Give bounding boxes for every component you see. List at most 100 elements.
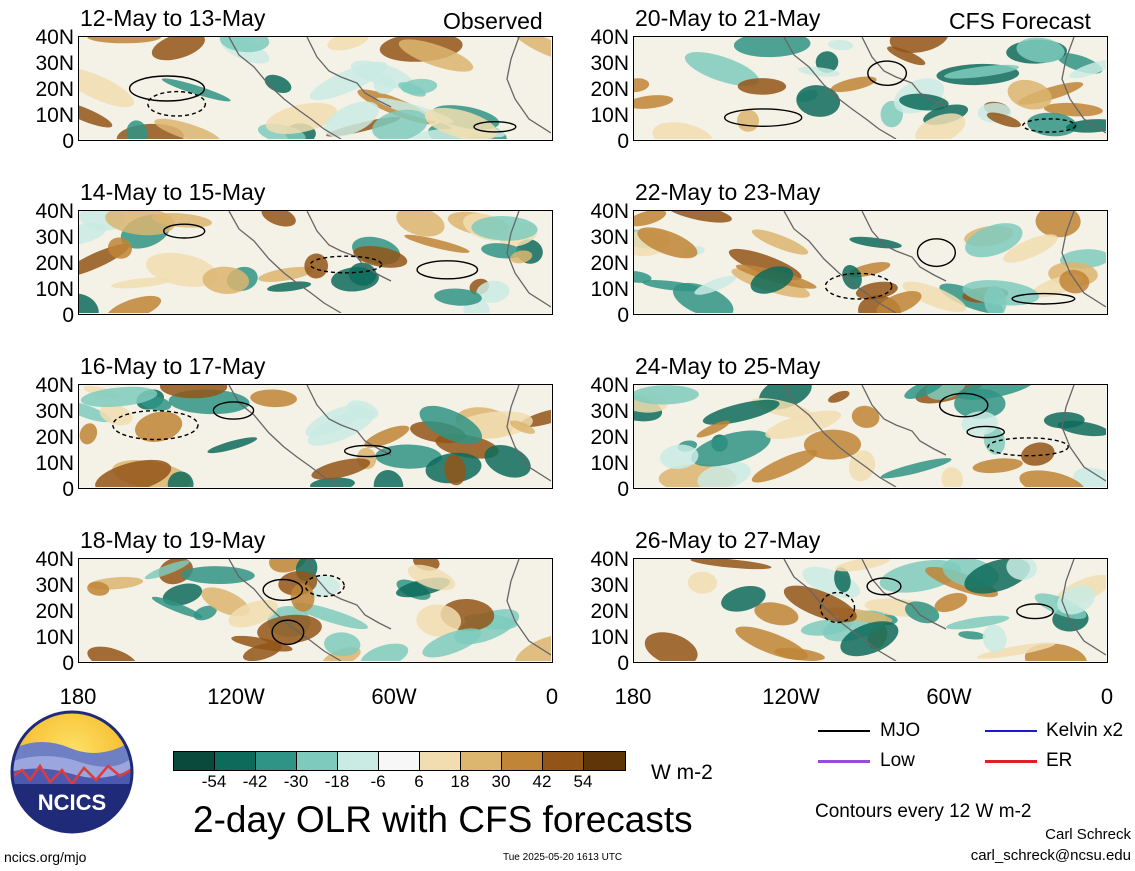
y-tick-label: 10N [35,104,74,127]
olr-map-panel-2 [78,210,553,315]
y-tick-label: 20N [590,600,629,623]
olr-field [79,385,551,487]
y-tick-label: 30N [590,574,629,597]
olr-field [634,385,1106,487]
colorbar-label: 42 [532,772,552,791]
y-tick-label: 0 [617,478,629,501]
y-tick-label: 40N [590,374,629,397]
y-tick-label: 30N [35,574,74,597]
y-tick-label: 10N [35,626,74,649]
y-tick-label: 0 [617,304,629,327]
colorbar-label: -54 [201,772,227,791]
main-title: 2-day OLR with CFS forecasts [193,799,693,840]
y-tick-label: 0 [62,304,74,327]
y-tick-label: 10N [590,452,629,475]
y-tick-label: 10N [590,626,629,649]
y-tick-label: 10N [35,278,74,301]
olr-field [79,37,551,139]
y-tick-label: 10N [35,452,74,475]
colorbar-swatch [502,752,543,770]
panel-title: 26-May to 27-May [635,527,821,553]
colorbar-swatch [297,752,338,770]
olr-map-panel-7 [633,384,1108,489]
low-legend-line [818,760,870,763]
colorbar-swatch [543,752,584,770]
colorbar [173,751,626,771]
x-tick-label: 0 [1100,684,1114,709]
y-tick-label: 20N [35,78,74,101]
y-tick-label: 20N [35,252,74,275]
y-tick-label: 40N [35,548,74,571]
panel-title: 12-May to 13-May [80,5,266,31]
olr-map-panel-5 [633,36,1108,141]
panel-title: 24-May to 25-May [635,353,821,379]
panel-title: 14-May to 15-May [80,179,266,205]
colorbar-swatch [338,752,379,770]
colorbar-swatch [420,752,461,770]
contours-note: Contours every 12 W m-2 [815,801,1032,822]
kelvin-legend-line [985,730,1037,732]
y-tick-label: 0 [62,652,74,675]
y-tick-label: 30N [35,52,74,75]
x-tick-label: 180 [59,684,97,709]
site-link[interactable]: ncics.org/mjo [4,849,87,865]
observed-label: Observed [443,8,543,34]
y-tick-label: 40N [35,26,74,49]
y-tick-label: 0 [62,478,74,501]
x-tick-label: 180 [614,684,652,709]
x-tick-label: 60W [926,684,972,709]
panel-title: 18-May to 19-May [80,527,266,553]
ncics-logo: NCICS [10,710,134,834]
colorbar-label: 18 [450,772,470,791]
y-tick-label: 20N [590,252,629,275]
colorbar-swatch [256,752,297,770]
y-tick-label: 20N [590,78,629,101]
y-tick-label: 0 [617,130,629,153]
y-tick-label: 20N [35,426,74,449]
timestamp: Tue 2025-05-20 1613 UTC [503,852,623,863]
low-legend-label: Low [880,750,915,771]
y-tick-label: 40N [590,548,629,571]
er-legend-line [985,760,1037,763]
olr-map-panel-8 [633,558,1108,663]
y-tick-label: 20N [590,426,629,449]
colorbar-label: -42 [242,772,268,791]
y-tick-label: 40N [590,200,629,223]
colorbar-label: 6 [414,772,424,791]
y-tick-label: 0 [62,130,74,153]
author-name: Carl Schreck [1045,826,1131,843]
olr-field [634,211,1106,313]
y-tick-label: 40N [590,26,629,49]
colorbar-label: -6 [370,772,386,791]
colorbar-swatch [584,752,625,770]
units-label: W m-2 [651,761,713,784]
x-tick-label: 120W [207,684,265,709]
y-tick-label: 10N [590,104,629,127]
mjo-legend-line [818,730,870,732]
olr-field [634,559,1106,661]
olr-map-panel-3 [78,384,553,489]
olr-field [79,559,551,661]
mjo-legend-label: MJO [880,720,921,741]
forecast-label: CFS Forecast [949,8,1091,34]
colorbar-label: 54 [573,772,593,791]
colorbar-swatch [174,752,215,770]
panel-title: 16-May to 17-May [80,353,266,379]
colorbar-label: -18 [324,772,350,791]
olr-map-panel-1 [78,36,553,141]
panel-title: 22-May to 23-May [635,179,821,205]
y-tick-label: 30N [35,226,74,249]
y-tick-label: 30N [590,52,629,75]
olr-map-panel-6 [633,210,1108,315]
kelvin-legend-label: Kelvin x2 [1046,720,1124,741]
x-tick-label: 0 [545,684,559,709]
olr-field [79,211,551,313]
x-tick-label: 120W [762,684,820,709]
er-legend-label: ER [1046,750,1073,771]
y-tick-label: 10N [590,278,629,301]
colorbar-label: -30 [283,772,309,791]
colorbar-swatch [379,752,420,770]
colorbar-label: 30 [491,772,511,791]
y-tick-label: 40N [35,374,74,397]
olr-field [634,37,1106,139]
